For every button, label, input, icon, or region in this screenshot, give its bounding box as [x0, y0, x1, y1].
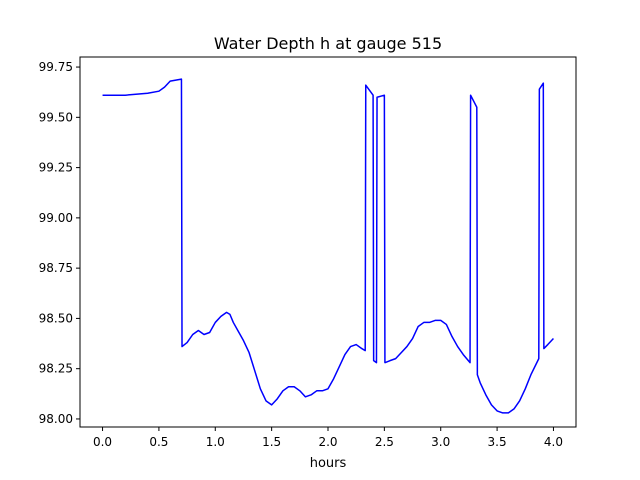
series-line [102, 78, 554, 414]
x-tick-label: 4.0 [544, 435, 563, 449]
x-tick-label: 1.0 [206, 435, 225, 449]
x-tick-label: 3.5 [488, 435, 507, 449]
y-tick-label: 99.75 [39, 60, 73, 74]
x-tick-label: 2.5 [375, 435, 394, 449]
y-tick-label: 98.25 [39, 362, 73, 376]
x-tick-label: 1.5 [262, 435, 281, 449]
y-axis-ticks: 98.00 98.25 98.50 98.75 99.00 99.25 99.50 99.75 [39, 60, 80, 426]
y-tick-label: 99.00 [39, 211, 73, 225]
x-tick-label: 0.0 [93, 435, 112, 449]
x-tick-label: 2.0 [318, 435, 337, 449]
y-tick-label: 99.50 [39, 110, 73, 124]
plot-area-frame [79, 56, 577, 428]
y-tick-label: 99.25 [39, 161, 73, 175]
x-tick-label: 3.0 [431, 435, 450, 449]
x-tick-label: 0.5 [149, 435, 168, 449]
x-axis-ticks: 0.0 0.5 1.0 1.5 2.0 2.5 3.0 3.5 4.0 [93, 427, 563, 449]
y-tick-label: 98.50 [39, 311, 73, 325]
x-axis-label: hours [310, 456, 347, 471]
y-tick-label: 98.75 [39, 261, 73, 275]
chart-title: Water Depth h at gauge 515 [214, 34, 442, 53]
y-tick-label: 98.00 [39, 412, 73, 426]
